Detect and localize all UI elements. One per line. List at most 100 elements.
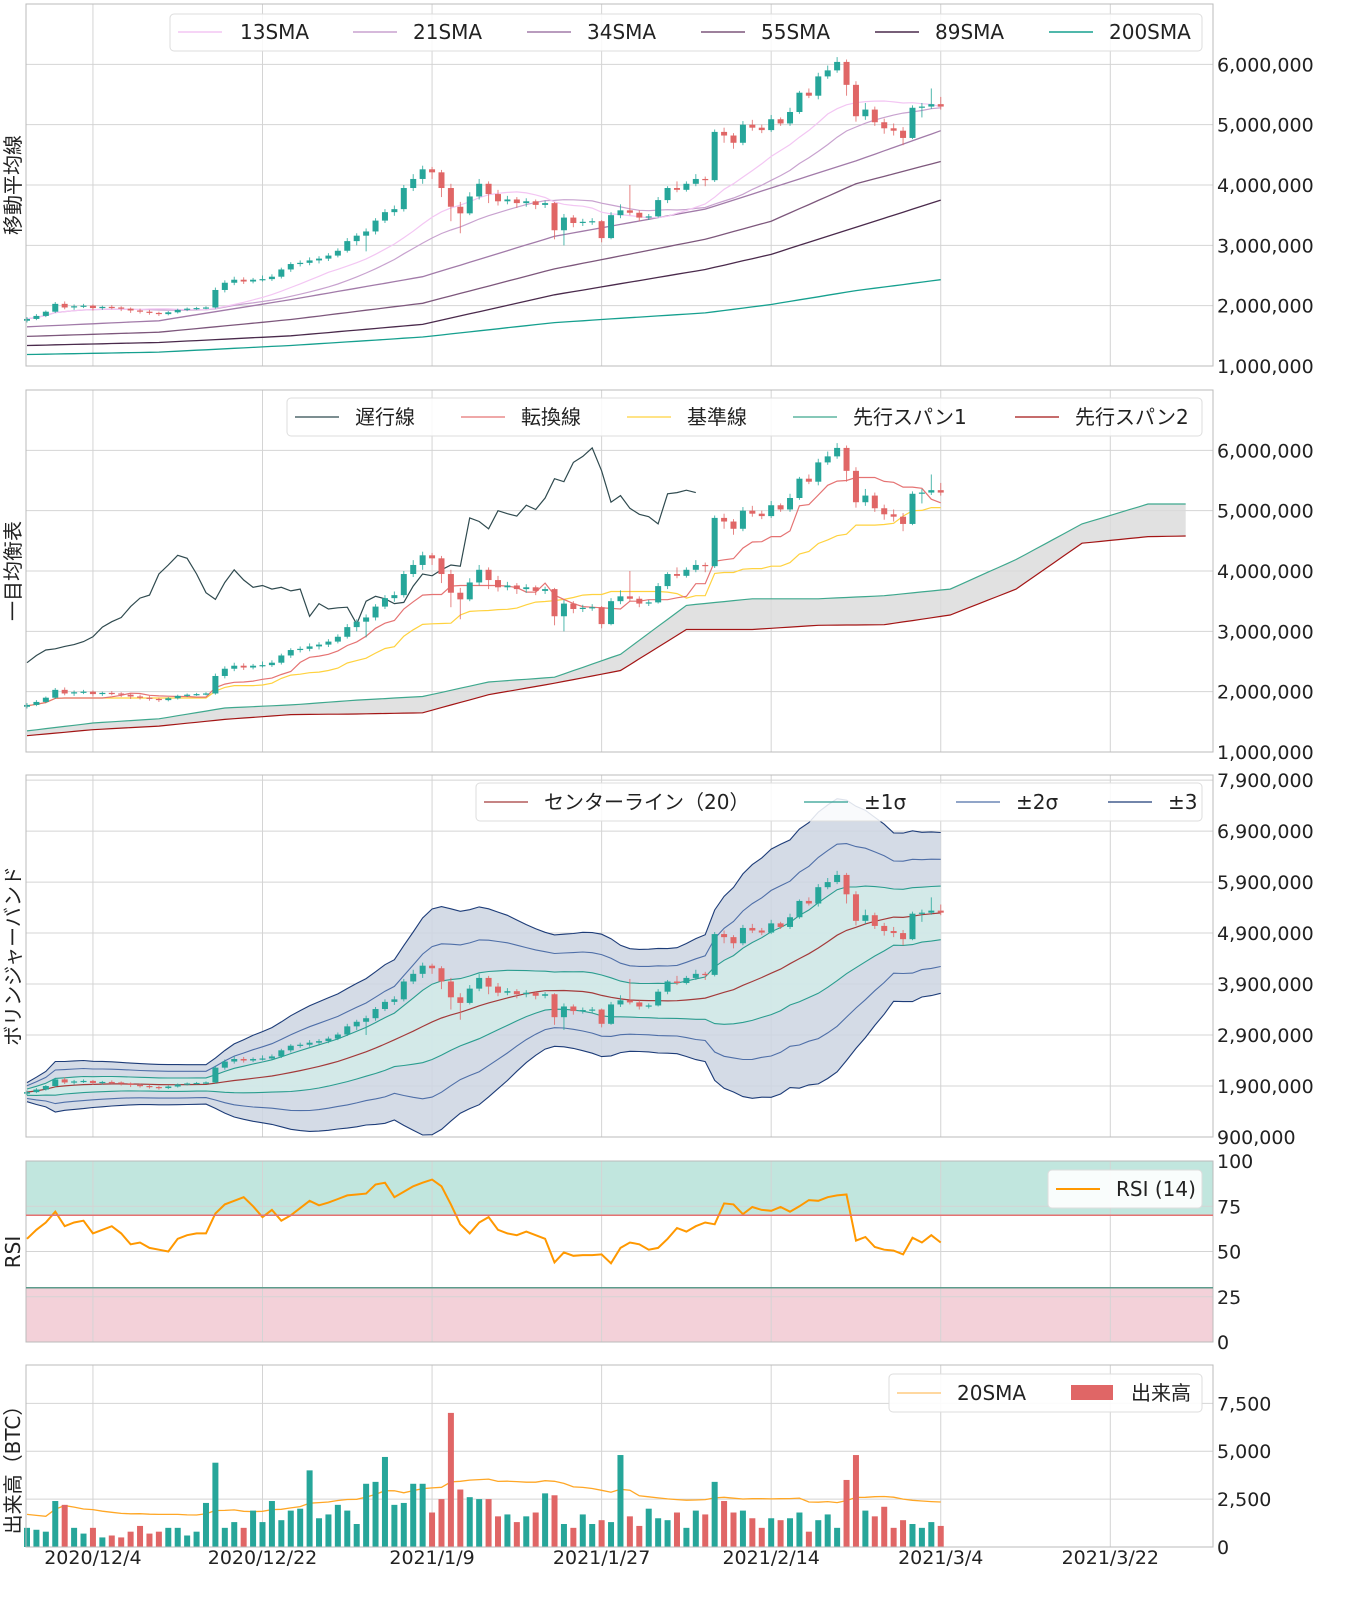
candle-body	[184, 1083, 191, 1085]
volume-bar	[900, 1520, 907, 1547]
candle-body	[363, 617, 370, 622]
volume-bar	[24, 1527, 30, 1547]
volume-bar	[702, 1514, 709, 1547]
volume-bar	[381, 1456, 388, 1547]
candle-body	[664, 981, 671, 992]
candle-body	[890, 931, 897, 934]
candle-body	[137, 310, 144, 312]
candle-body	[353, 235, 360, 242]
candle-body	[221, 282, 228, 290]
volume-bar	[61, 1504, 68, 1547]
volume-bar	[711, 1481, 718, 1547]
line-tenkan	[26, 476, 941, 707]
candle-body	[589, 221, 596, 223]
candle-body	[240, 665, 247, 668]
volume-bar	[937, 1525, 944, 1547]
candle-body	[749, 927, 756, 931]
candle-body	[363, 1018, 370, 1022]
candle-body	[692, 178, 699, 184]
candle-body	[52, 303, 59, 312]
volume-bar	[824, 1514, 831, 1547]
volume-bar	[429, 1512, 436, 1547]
candle-body	[259, 1058, 266, 1060]
volume-bar	[52, 1501, 59, 1547]
candle-body	[749, 124, 756, 128]
candle-body	[250, 279, 257, 282]
volume-bar	[410, 1483, 417, 1547]
volume-bar	[928, 1522, 935, 1547]
oversold-zone	[26, 1287, 1213, 1342]
volume-bar	[353, 1524, 360, 1547]
volume-bar	[805, 1531, 812, 1547]
x-tick-label: 2020/12/4	[44, 1547, 141, 1569]
candle-body	[608, 1004, 615, 1024]
candle-body	[485, 569, 492, 581]
volume-bar	[325, 1514, 332, 1547]
y-tick-label: 6,000,000	[1217, 54, 1314, 76]
y-tick-label: 7,900,000	[1217, 770, 1314, 792]
volume-bar	[221, 1527, 228, 1547]
candle-body	[758, 930, 765, 933]
y-tick-label: 5,900,000	[1217, 872, 1314, 894]
candle-body	[617, 596, 624, 602]
candle-body	[202, 693, 209, 695]
candle-body	[852, 894, 859, 921]
candle-body	[438, 968, 445, 982]
candle-body	[655, 200, 662, 217]
candle-body	[24, 704, 30, 707]
candle-body	[118, 307, 125, 309]
candle-body	[447, 574, 454, 593]
bollinger-legend: センターライン（20） ±1σ ±2σ ±3	[475, 782, 1203, 822]
candle-body	[221, 668, 228, 676]
candle-body	[598, 1009, 605, 1024]
legend-1sigma: ±1σ	[864, 790, 906, 814]
candle-body	[787, 497, 794, 510]
candle-body	[608, 601, 615, 625]
volume-bar	[202, 1502, 209, 1547]
y-tick-label: 5,000	[1217, 1441, 1271, 1463]
candle-body	[890, 128, 897, 131]
candle-body	[268, 276, 275, 280]
candle-body	[419, 169, 426, 179]
candle-body	[664, 574, 671, 587]
rsi-panel-ylabel: RSI	[1, 1236, 25, 1269]
candle-body	[212, 1067, 219, 1083]
indicator-lines	[26, 100, 1186, 1517]
y-tick-label: 5,000,000	[1217, 115, 1314, 137]
candle-body	[381, 598, 388, 607]
y-tick-label: 6,000,000	[1217, 440, 1314, 462]
gridlines	[26, 4, 1213, 1548]
volume-bar	[363, 1483, 370, 1547]
x-tick-label: 2021/3/22	[1062, 1547, 1159, 1569]
candle-body	[739, 124, 746, 143]
candle-body	[363, 231, 370, 236]
volume-bar	[457, 1489, 464, 1547]
candle-body	[542, 203, 549, 205]
bollinger-inner-fill	[27, 886, 941, 1096]
candle-body	[542, 994, 549, 996]
legend-swatch-volume	[1071, 1385, 1113, 1400]
volume-bar	[306, 1470, 313, 1547]
volume-bar	[570, 1527, 577, 1547]
candle-body	[523, 201, 530, 204]
volume-bar	[579, 1514, 586, 1547]
candle-body	[287, 650, 294, 656]
candle-body	[824, 882, 831, 888]
candle-body	[61, 1079, 68, 1083]
candle-body	[777, 923, 784, 927]
candle-body	[400, 188, 407, 210]
candle-body	[466, 582, 473, 600]
candle-body	[843, 874, 850, 895]
volume-bar	[608, 1522, 615, 1547]
candle-body	[900, 130, 907, 138]
candle-body	[504, 199, 511, 202]
volume-bar	[240, 1527, 247, 1547]
candle-body	[918, 106, 925, 108]
candle-body	[89, 1080, 96, 1083]
volume-bar	[485, 1499, 492, 1547]
bollinger-outer-fill	[27, 798, 941, 1135]
candle-body	[400, 574, 407, 596]
candle-body	[118, 693, 125, 695]
volume-bar	[890, 1527, 897, 1547]
candle-body	[673, 981, 680, 984]
